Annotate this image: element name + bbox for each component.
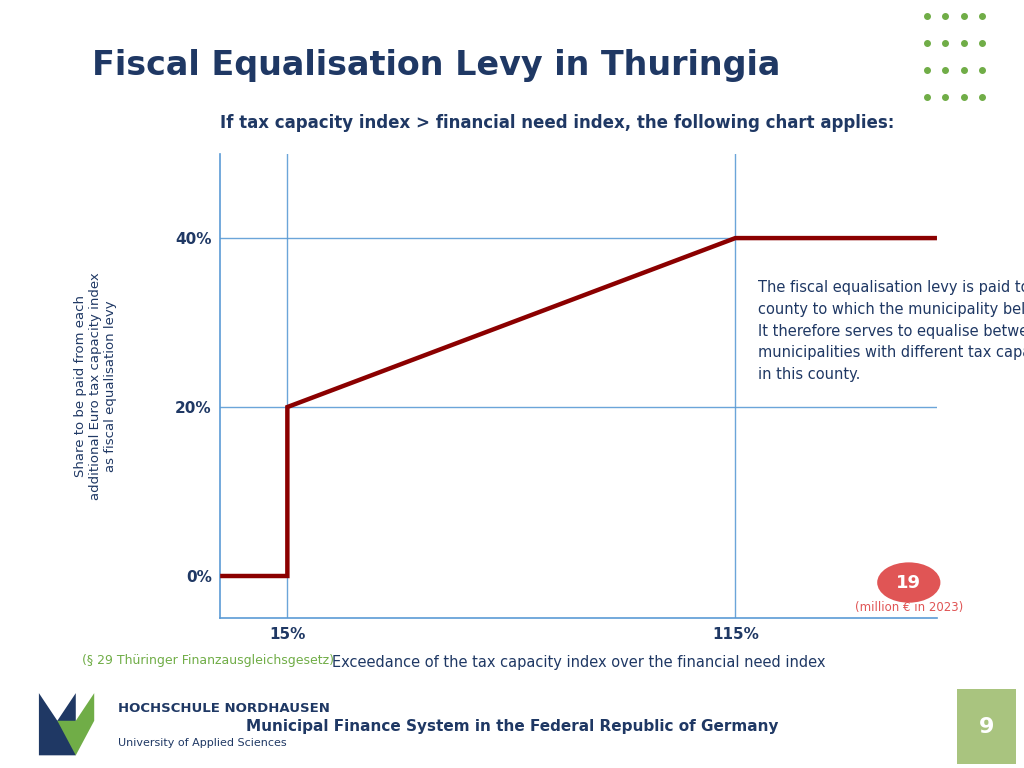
X-axis label: Exceedance of the tax capacity index over the financial need index: Exceedance of the tax capacity index ove… (332, 655, 825, 670)
FancyBboxPatch shape (957, 689, 1016, 764)
Text: Fiscal Equalisation Levy in Thuringia: Fiscal Equalisation Levy in Thuringia (92, 49, 780, 81)
Text: The fiscal equalisation levy is paid to the
county to which the municipality bel: The fiscal equalisation levy is paid to … (758, 280, 1024, 382)
Ellipse shape (878, 562, 940, 603)
Text: Municipal Finance System in the Federal Republic of Germany: Municipal Finance System in the Federal … (246, 719, 778, 734)
Text: (million € in 2023): (million € in 2023) (855, 601, 963, 614)
Text: 19: 19 (896, 574, 922, 591)
Text: 9: 9 (979, 717, 994, 737)
Text: (§ 29 Thüringer Finanzausgleichsgesetz): (§ 29 Thüringer Finanzausgleichsgesetz) (82, 654, 334, 667)
Text: If tax capacity index > financial need index, the following chart applies:: If tax capacity index > financial need i… (220, 114, 895, 132)
Text: University of Applied Sciences: University of Applied Sciences (118, 738, 287, 748)
Polygon shape (57, 693, 94, 756)
Text: HOCHSCHULE NORDHAUSEN: HOCHSCHULE NORDHAUSEN (118, 702, 330, 715)
Polygon shape (39, 693, 76, 756)
Y-axis label: Share to be paid from each
additional Euro tax capacity index
as fiscal equalisa: Share to be paid from each additional Eu… (74, 272, 117, 500)
